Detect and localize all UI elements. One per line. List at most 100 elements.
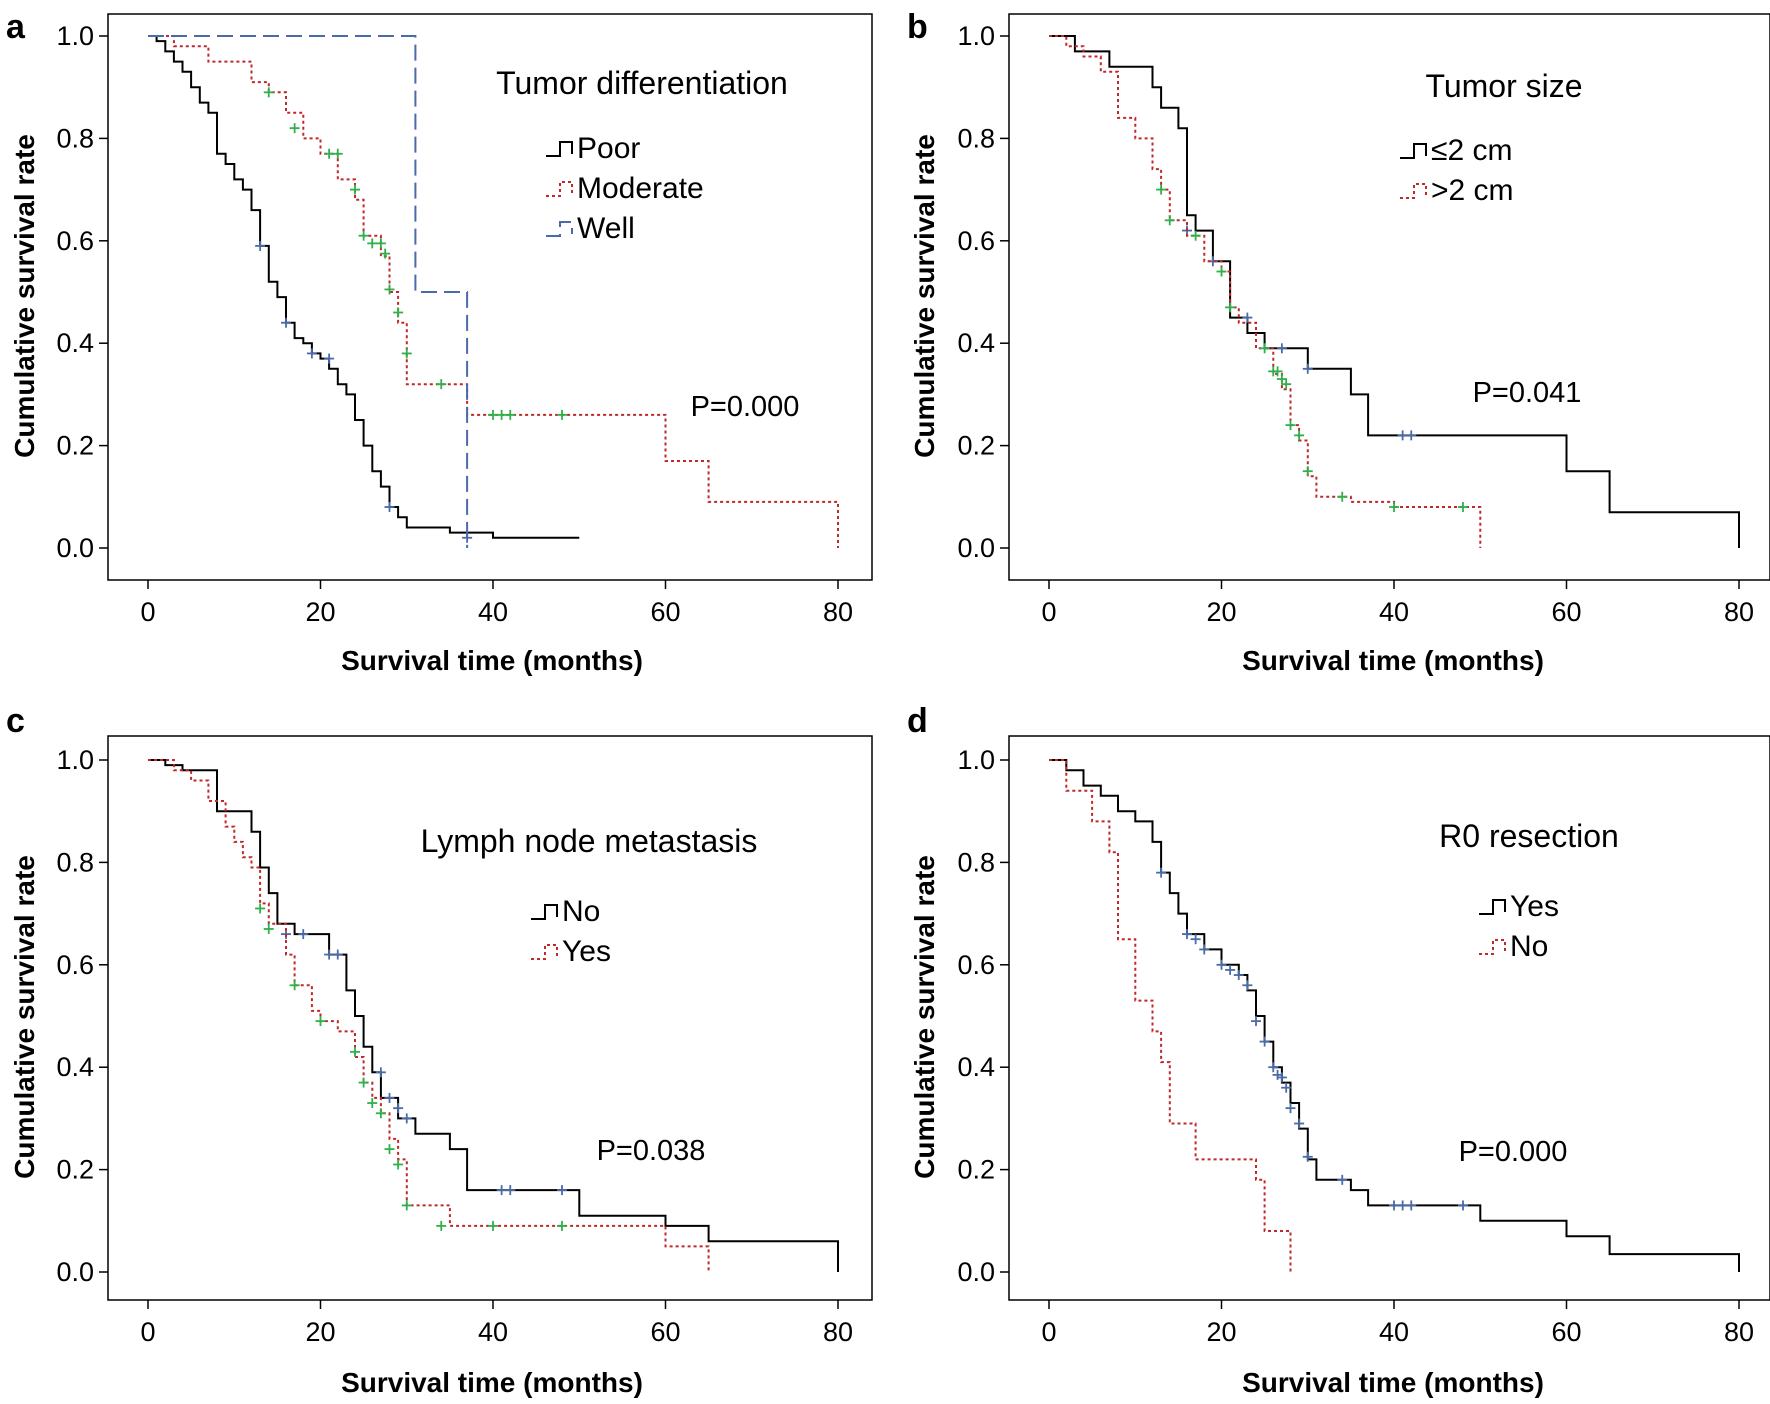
censor-mark: [332, 949, 343, 960]
censor-mark: [436, 379, 447, 390]
legend-swatch: [1479, 899, 1506, 915]
legend-label: Yes: [562, 935, 611, 968]
y-tick-label: 0.6: [957, 950, 995, 980]
x-axis-title: Survival time (months): [341, 1367, 643, 1398]
p-value-annotation: P=0.000: [1459, 1136, 1568, 1168]
censor-mark: [1233, 970, 1244, 981]
censor-mark: [324, 949, 335, 960]
censor-mark: [436, 1220, 447, 1231]
censor-mark: [1164, 215, 1175, 226]
p-value-annotation: P=0.041: [1473, 377, 1582, 409]
x-tick-label: 60: [1551, 1317, 1581, 1347]
y-tick-label: 0.2: [56, 431, 94, 461]
censor-mark: [401, 348, 412, 359]
legend-item: Well: [546, 212, 635, 245]
censor-mark: [1225, 964, 1236, 975]
censor-mark: [324, 148, 335, 159]
legend-label: Yes: [1510, 890, 1559, 923]
plot-frame: [107, 735, 873, 1301]
y-tick-label: 0.8: [957, 847, 995, 877]
y-tick-label: 0.0: [957, 1257, 995, 1287]
censor-mark: [367, 1098, 378, 1109]
censor-mark: [1190, 230, 1201, 241]
y-axis-title: Cumulative survival rate: [909, 855, 940, 1179]
y-tick-label: 0.6: [56, 950, 94, 980]
x-tick-label: 60: [650, 1317, 680, 1347]
censor-mark: [1259, 343, 1270, 354]
legend-item: Yes: [531, 935, 611, 968]
y-tick-label: 0.8: [56, 123, 94, 153]
y-axis-title: Cumulative survival rate: [9, 134, 40, 458]
legend-swatch: [1479, 939, 1506, 955]
censor-mark: [401, 1113, 412, 1124]
censor-mark: [1458, 502, 1468, 513]
censor-mark: [505, 409, 516, 420]
legend-swatch: [1400, 183, 1427, 199]
legend-item: >2 cm: [1400, 174, 1514, 207]
censor-mark: [1276, 374, 1287, 385]
y-axis-title: Cumulative survival rate: [9, 855, 40, 1179]
p-value-annotation: P=0.000: [691, 391, 800, 423]
survival-curve-2: [148, 35, 839, 548]
censor-mark: [263, 923, 274, 934]
x-tick-label: 80: [823, 597, 853, 627]
y-tick-label: 1.0: [957, 21, 995, 51]
y-tick-label: 0.2: [56, 1155, 94, 1185]
censor-mark: [1190, 934, 1201, 945]
survival-curve-1: [1049, 759, 1740, 1272]
panel-letter: b: [907, 8, 928, 46]
censor-mark: [1397, 1200, 1408, 1211]
plot-frame: [1008, 735, 1770, 1301]
legend-swatch: [546, 141, 573, 157]
x-tick-label: 0: [1041, 1317, 1056, 1347]
survival-curve-2: [148, 759, 710, 1272]
censor-mark: [1156, 867, 1167, 878]
censor-mark: [393, 307, 404, 318]
censor-mark: [1406, 1200, 1417, 1211]
censor-mark: [1216, 959, 1227, 970]
censor-mark: [1337, 1174, 1348, 1185]
censor-mark: [1156, 184, 1167, 195]
censor-mark: [289, 980, 300, 991]
censor-mark: [1302, 1151, 1313, 1162]
y-tick-label: 0.4: [957, 1052, 995, 1082]
x-tick-label: 60: [650, 597, 680, 627]
legend-label: >2 cm: [1431, 174, 1514, 207]
censor-mark: [1281, 1082, 1292, 1093]
censor-mark: [401, 1200, 412, 1211]
censor-mark: [384, 1144, 395, 1155]
censor-mark: [358, 230, 369, 241]
censor-mark: [393, 1103, 404, 1114]
legend-label: Poor: [577, 132, 640, 165]
censor-mark: [315, 1016, 326, 1027]
x-tick-label: 0: [140, 1317, 155, 1347]
censor-mark: [1281, 379, 1292, 390]
legend-item: Moderate: [546, 172, 704, 205]
legend-item: Poor: [546, 132, 640, 165]
survival-curve-1: [148, 759, 839, 1272]
legend-swatch: [531, 944, 558, 960]
censor-mark: [1397, 430, 1408, 441]
censor-mark: [1458, 1200, 1468, 1211]
censor-mark: [350, 184, 360, 195]
censor-mark: [263, 87, 274, 98]
y-axis-title: Cumulative survival rate: [909, 134, 940, 458]
y-tick-label: 0.4: [56, 1052, 94, 1082]
censor-mark: [1285, 420, 1296, 431]
panel-letter: a: [6, 8, 26, 46]
x-tick-label: 20: [1206, 1317, 1236, 1347]
survival-curve-2: [1049, 35, 1482, 548]
censor-mark: [393, 1159, 404, 1170]
censor-mark: [375, 238, 386, 249]
censor-mark: [1242, 312, 1253, 323]
censor-mark: [350, 1046, 360, 1057]
plot-frame: [107, 13, 873, 581]
censor-mark: [1225, 302, 1236, 313]
x-tick-label: 40: [1379, 597, 1409, 627]
censor-mark: [380, 248, 391, 259]
y-tick-label: 0.8: [957, 123, 995, 153]
y-tick-label: 1.0: [957, 745, 995, 775]
censor-mark: [1199, 944, 1210, 955]
survival-curve-2: [1049, 759, 1292, 1272]
p-value-annotation: P=0.038: [597, 1135, 706, 1167]
